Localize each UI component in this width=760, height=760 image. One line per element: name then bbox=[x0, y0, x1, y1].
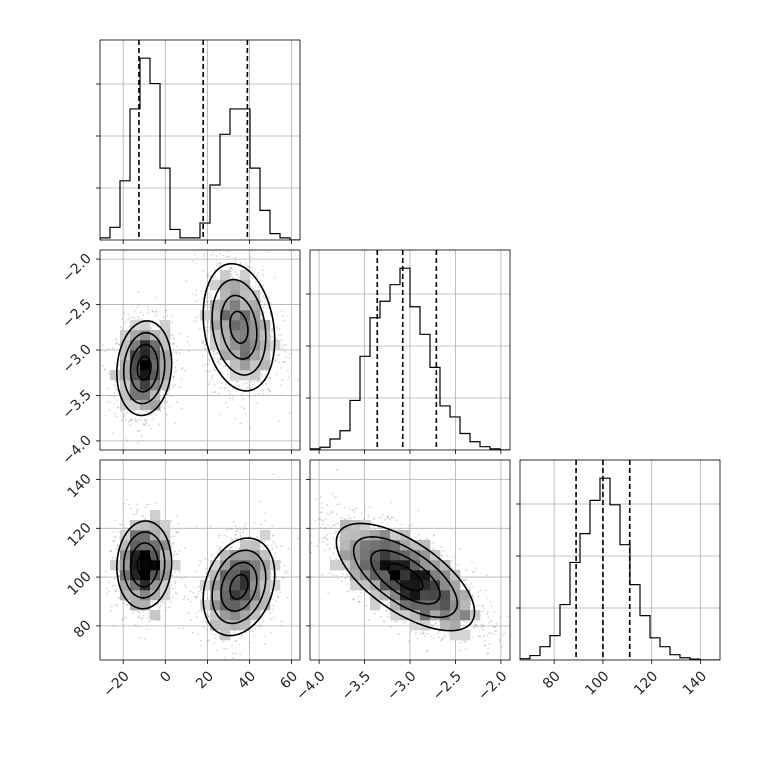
x-tick-label-p1-0: −4.0 bbox=[293, 668, 328, 703]
hist-panel-2 bbox=[516, 459, 721, 664]
scatter-panel-0-1 bbox=[96, 249, 301, 454]
panel-0-contour-0-1 bbox=[129, 343, 159, 393]
panel-0-contour-1-3 bbox=[202, 262, 276, 392]
scatter-panel-1-2 bbox=[306, 459, 511, 664]
hist-1-frame bbox=[309, 249, 511, 451]
panel-1-density bbox=[110, 510, 281, 641]
panel-2-contour-0-2 bbox=[352, 535, 459, 619]
y-tick-label-p1-2: −3.0 bbox=[59, 342, 94, 377]
panel-1-contour-0-0 bbox=[136, 553, 152, 577]
panel-0-contour-0-3 bbox=[115, 320, 173, 417]
panel-2-contour-0-3 bbox=[335, 522, 476, 632]
panel-1-frame bbox=[99, 459, 301, 661]
x-tick-label-p0-0: −20 bbox=[101, 668, 133, 700]
panel-2-density bbox=[330, 520, 481, 641]
hist-panel-0 bbox=[96, 39, 301, 244]
x-tick-label-p2-1: 100 bbox=[582, 668, 612, 698]
y-tick-label-p1-3: −2.5 bbox=[59, 296, 94, 331]
y-tick-label-p2-1: 100 bbox=[65, 569, 95, 599]
panel-1-contour-1-1 bbox=[220, 561, 258, 613]
scatter-panel-0-2 bbox=[96, 459, 301, 664]
panel-0-frame bbox=[99, 249, 301, 451]
panel-2-contour-0-1 bbox=[370, 549, 441, 605]
x-tick-label-p1-2: −3.0 bbox=[384, 668, 419, 703]
hist-2-frame bbox=[519, 459, 721, 661]
panel-0-contour-1-2 bbox=[211, 278, 267, 376]
panel-2-contour-0-0 bbox=[387, 562, 424, 592]
x-tick-label-p0-3: 40 bbox=[235, 668, 259, 692]
panel-0-contour-1-1 bbox=[220, 294, 258, 360]
hist-panel-1 bbox=[306, 249, 511, 454]
x-tick-label-p1-1: −3.5 bbox=[339, 668, 374, 703]
panel-2-frame bbox=[309, 459, 511, 661]
panel-1-contour-0-2 bbox=[122, 531, 166, 599]
panel-1-contour-1-2 bbox=[211, 549, 267, 625]
y-tick-label-p1-4: −2.0 bbox=[59, 251, 94, 286]
hist-0-frame bbox=[99, 39, 301, 241]
y-tick-label-p2-3: 140 bbox=[65, 471, 95, 501]
hist-1-step bbox=[310, 267, 510, 450]
panel-1-contour-0-3 bbox=[115, 520, 173, 610]
y-tick-label-p1-1: −3.5 bbox=[59, 387, 94, 422]
panel-0-contour-1-0 bbox=[229, 310, 249, 344]
x-tick-label-p2-2: 120 bbox=[631, 668, 661, 698]
y-tick-label-p2-2: 120 bbox=[65, 520, 95, 550]
panel-1-contour-0-1 bbox=[129, 542, 159, 588]
x-tick-label-p1-4: −2.0 bbox=[475, 668, 510, 703]
x-tick-label-p0-1: 0 bbox=[157, 668, 175, 686]
x-tick-label-p1-3: −2.5 bbox=[430, 668, 465, 703]
panel-1-contour-1-0 bbox=[229, 573, 249, 600]
x-tick-label-p2-3: 140 bbox=[680, 668, 710, 698]
panel-1-contour-1-3 bbox=[202, 537, 276, 637]
panel-0-contour-0-0 bbox=[136, 355, 152, 381]
y-tick-label-p1-0: −4.0 bbox=[59, 432, 94, 467]
hist-2-step bbox=[520, 477, 720, 660]
hist-0-step bbox=[100, 57, 300, 240]
panel-0-contour-0-2 bbox=[122, 331, 166, 405]
x-tick-label-p2-0: 80 bbox=[540, 668, 564, 692]
x-tick-label-p0-2: 20 bbox=[193, 668, 217, 692]
y-tick-label-p2-0: 80 bbox=[71, 617, 95, 641]
